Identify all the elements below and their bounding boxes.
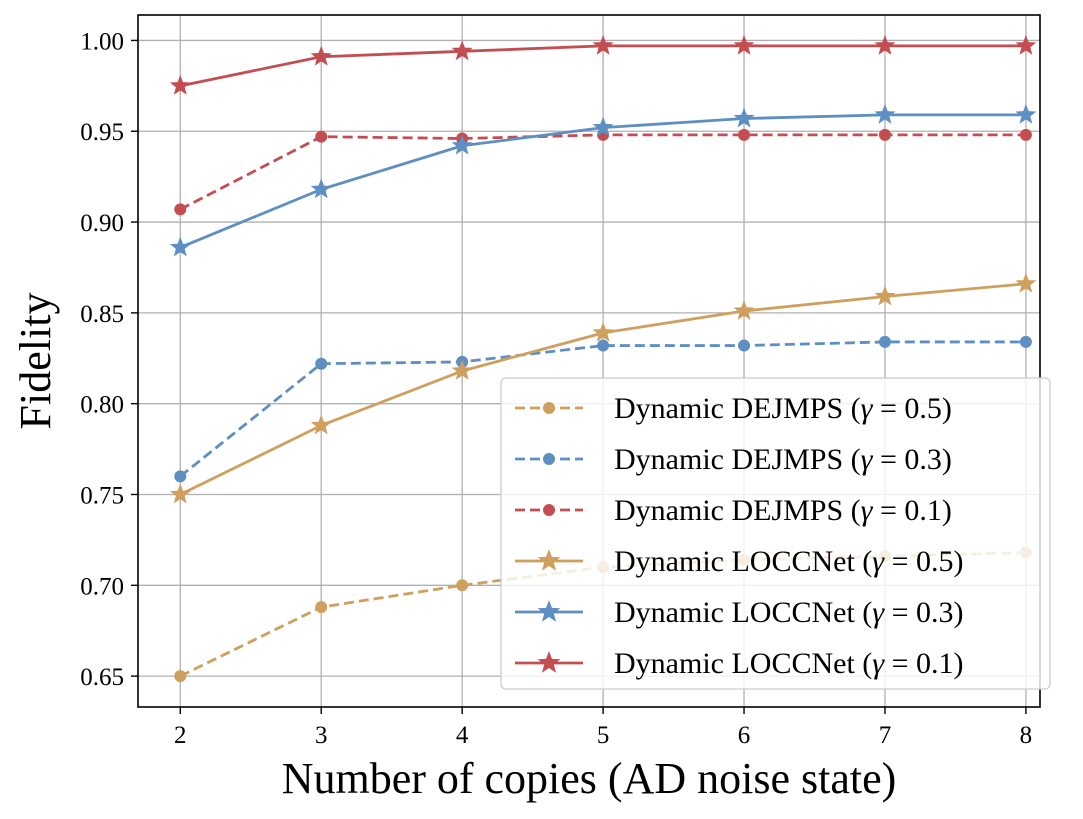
data-point xyxy=(310,414,332,435)
legend-label: Dynamic DEJMPS (γ = 0.1) xyxy=(614,494,952,527)
legend-label-prefix: Dynamic DEJMPS ( xyxy=(614,443,861,476)
x-axis-label: Number of copies (AD noise state) xyxy=(282,754,897,803)
data-point xyxy=(174,203,187,216)
data-point xyxy=(1015,103,1037,124)
legend-entry-loccnet-0.3: Dynamic LOCCNet (γ = 0.3) xyxy=(515,596,964,629)
gamma-symbol: γ xyxy=(872,596,885,629)
data-point xyxy=(315,357,328,370)
data-point xyxy=(315,601,328,614)
legend-label-suffix: = 0.5) xyxy=(873,392,952,425)
data-point xyxy=(174,670,187,683)
x-tick-label: 6 xyxy=(738,722,751,749)
y-tick-label: 0.65 xyxy=(80,664,124,691)
data-point xyxy=(738,128,751,141)
legend-label-suffix: = 0.3) xyxy=(884,596,963,629)
data-point xyxy=(733,300,755,320)
data-point xyxy=(1019,335,1032,348)
legend-entry-dejmps-0.5: Dynamic DEJMPS (γ = 0.5) xyxy=(515,392,952,425)
series-loccnet-0.3 xyxy=(169,103,1037,257)
data-point xyxy=(733,34,755,55)
plot-frame xyxy=(137,14,1041,708)
x-tick-label: 2 xyxy=(174,722,187,749)
legend-label: Dynamic DEJMPS (γ = 0.5) xyxy=(614,392,952,425)
data-point xyxy=(451,359,473,380)
legend-entry-dejmps-0.1: Dynamic DEJMPS (γ = 0.1) xyxy=(515,494,952,527)
legend-marker xyxy=(543,504,555,516)
data-point xyxy=(169,236,191,257)
data-point xyxy=(592,321,614,342)
data-point xyxy=(874,103,896,124)
legend-entry-loccnet-0.1: Dynamic LOCCNet (γ = 0.1) xyxy=(515,647,964,680)
data-point xyxy=(874,34,896,55)
data-point xyxy=(315,130,328,143)
data-point xyxy=(169,74,191,95)
legend-entry-dejmps-0.3: Dynamic DEJMPS (γ = 0.3) xyxy=(515,443,952,476)
y-tick-label: 0.95 xyxy=(80,119,124,146)
data-point xyxy=(310,45,332,66)
data-point xyxy=(1015,34,1037,55)
data-point xyxy=(878,128,891,141)
gamma-symbol: γ xyxy=(872,647,885,680)
data-point xyxy=(310,178,332,199)
legend-label-prefix: Dynamic LOCCNet ( xyxy=(614,545,872,578)
legend-label-suffix: = 0.5) xyxy=(884,545,963,578)
x-tick-label: 8 xyxy=(1020,722,1033,749)
legend-marker xyxy=(543,402,555,414)
ticks: 2 3 4 5 6 7 8 0.65 0.70 0.75 0.80 0.85 0.90 0.95 1.00 xyxy=(80,28,1032,749)
series-dejmps-0.1 xyxy=(174,128,1032,216)
x-tick-label: 7 xyxy=(879,722,892,749)
legend-label: Dynamic LOCCNet (γ = 0.3) xyxy=(614,596,964,629)
data-point xyxy=(451,40,473,61)
series-dejmps-0.3 xyxy=(174,335,1032,483)
data-point xyxy=(592,34,614,55)
legend-marker xyxy=(537,600,561,622)
legend-label-prefix: Dynamic LOCCNet ( xyxy=(614,647,872,680)
gamma-symbol: γ xyxy=(872,545,885,578)
gamma-symbol: γ xyxy=(861,392,874,425)
series-loccnet-0.1 xyxy=(169,34,1037,95)
legend-label: Dynamic LOCCNet (γ = 0.5) xyxy=(614,545,964,578)
gamma-symbol: γ xyxy=(861,494,874,527)
legend-label-prefix: Dynamic DEJMPS ( xyxy=(614,494,861,527)
y-tick-label: 1.00 xyxy=(80,28,124,55)
gamma-symbol: γ xyxy=(861,443,874,476)
legend: Dynamic DEJMPS (γ = 0.5)Dynamic DEJMPS (… xyxy=(500,377,1051,690)
data-point xyxy=(874,285,896,306)
legend-label: Dynamic LOCCNet (γ = 0.1) xyxy=(614,647,964,680)
legend-label-prefix: Dynamic DEJMPS ( xyxy=(614,392,861,425)
y-tick-label: 0.80 xyxy=(80,392,124,419)
data-point xyxy=(1019,128,1032,141)
legend-label-suffix: = 0.3) xyxy=(873,443,952,476)
data-point xyxy=(169,483,191,504)
legend-label-prefix: Dynamic LOCCNet ( xyxy=(614,596,872,629)
legend-label-suffix: = 0.1) xyxy=(873,494,952,527)
data-point xyxy=(733,107,755,128)
legend-label-suffix: = 0.1) xyxy=(884,647,963,680)
data-point xyxy=(738,339,751,352)
legend-marker xyxy=(537,549,561,571)
x-tick-label: 5 xyxy=(597,722,610,749)
legend-label: Dynamic DEJMPS (γ = 0.3) xyxy=(614,443,952,476)
y-tick-label: 0.85 xyxy=(80,301,124,328)
data-point xyxy=(1015,272,1037,293)
data-point xyxy=(597,339,610,352)
x-tick-label: 4 xyxy=(456,722,469,749)
y-tick-label: 0.70 xyxy=(80,573,124,600)
legend-entry-loccnet-0.5: Dynamic LOCCNet (γ = 0.5) xyxy=(515,545,964,578)
data-point xyxy=(878,335,891,348)
legend-marker xyxy=(537,651,561,673)
x-tick-label: 3 xyxy=(315,722,328,749)
series-loccnet-0.5 xyxy=(169,272,1037,504)
data-point xyxy=(456,579,469,592)
data-point xyxy=(592,116,614,137)
legend-marker xyxy=(543,453,555,465)
data-point xyxy=(451,134,473,155)
legend-box xyxy=(500,377,1051,690)
y-tick-label: 0.90 xyxy=(80,210,124,237)
data-point xyxy=(174,470,187,483)
y-tick-label: 0.75 xyxy=(80,482,124,509)
y-axis-label: Fidelity xyxy=(11,293,60,430)
